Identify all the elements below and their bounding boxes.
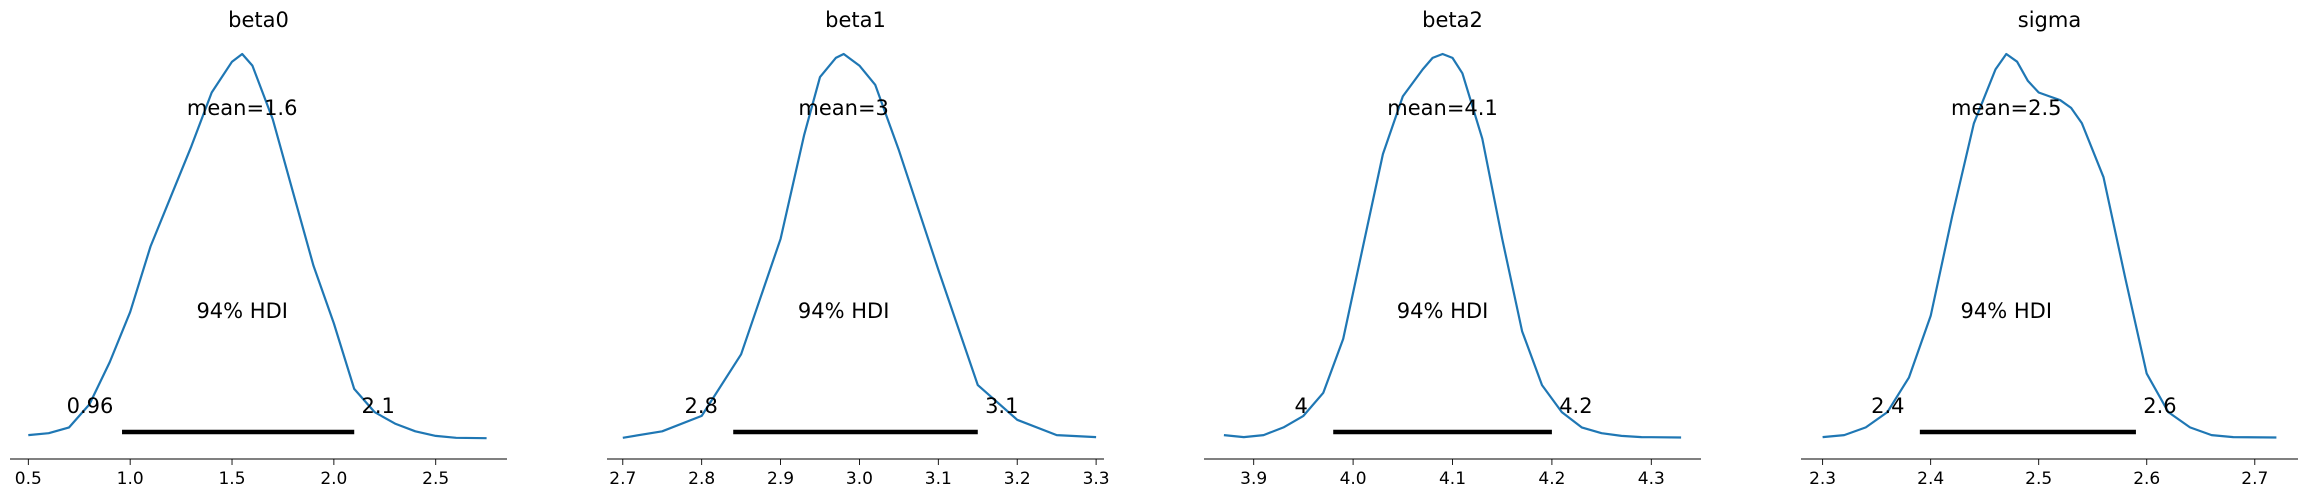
x-tick-label: 3.9 (1240, 469, 1267, 489)
x-tick-label: 2.3 (1809, 469, 1836, 489)
posterior-panel-beta1: 2.7 2.8 2.9 3.0 3.1 3.2 3.3 beta1 mean=3 94% HDI 2… (607, 8, 1110, 489)
hdi-high-label: 2.6 (2143, 394, 2176, 418)
x-tick-label: 3.3 (1083, 469, 1110, 489)
density-curve (28, 52, 487, 440)
x-tick-label: 2.0 (320, 469, 347, 489)
panel-title: beta2 (1422, 8, 1483, 32)
posterior-panel-sigma: 2.3 2.4 2.5 2.6 2.7 sigma mean=2.5 94% HDI 2.4 2.… (1801, 8, 2298, 489)
panel-title: beta0 (228, 8, 289, 32)
x-tick-label: 4.1 (1439, 469, 1466, 489)
panel-title: sigma (2018, 8, 2081, 32)
hdi-high-label: 4.2 (1559, 394, 1592, 418)
x-tick-label: 3.2 (1004, 469, 1031, 489)
mean-label: mean=3 (798, 96, 889, 120)
posterior-panel-beta2: 3.9 4.0 4.1 4.2 4.3 beta2 mean=4.1 94% HDI 4 4.2 (1204, 8, 1701, 489)
x-tick-label: 0.5 (15, 469, 42, 489)
x-tick-label: 2.6 (2133, 469, 2160, 489)
x-tick-label: 4.3 (1638, 469, 1665, 489)
x-tick-label: 2.8 (688, 469, 715, 489)
density-curve (622, 52, 1097, 439)
hdi-low-label: 2.4 (1871, 394, 1904, 418)
hdi-label: 94% HDI (1961, 299, 2053, 323)
mean-label: mean=1.6 (187, 96, 298, 120)
x-tick-label: 2.5 (422, 469, 449, 489)
x-tick-label: 2.9 (767, 469, 794, 489)
x-tick-label: 2.7 (2241, 469, 2268, 489)
panel-title: beta1 (825, 8, 886, 32)
x-tick-label: 1.0 (117, 469, 144, 489)
x-tick-label: 4.0 (1340, 469, 1367, 489)
posterior-panel-beta0: 0.5 1.0 1.5 2.0 2.5 beta0 mean=1.6 94% HDI 0.96 2… (10, 8, 507, 489)
hdi-low-label: 4 (1295, 394, 1308, 418)
x-tick-label: 4.2 (1538, 469, 1565, 489)
density-curve (1223, 52, 1682, 439)
x-tick-label: 3.1 (925, 469, 952, 489)
x-tick-label: 2.4 (1917, 469, 1944, 489)
hdi-high-label: 2.1 (362, 394, 395, 418)
hdi-label: 94% HDI (1397, 299, 1489, 323)
x-tick-label: 3.0 (846, 469, 873, 489)
x-tick-label: 2.7 (609, 469, 636, 489)
x-tick-label: 1.5 (218, 469, 245, 489)
x-tick-label: 2.5 (2025, 469, 2052, 489)
mean-label: mean=2.5 (1951, 96, 2062, 120)
hdi-label: 94% HDI (798, 299, 890, 323)
hdi-low-label: 2.8 (685, 394, 718, 418)
mean-label: mean=4.1 (1387, 96, 1498, 120)
density-curve (1822, 52, 2277, 439)
hdi-low-label: 0.96 (67, 394, 114, 418)
hdi-label: 94% HDI (196, 299, 288, 323)
hdi-high-label: 3.1 (985, 394, 1018, 418)
